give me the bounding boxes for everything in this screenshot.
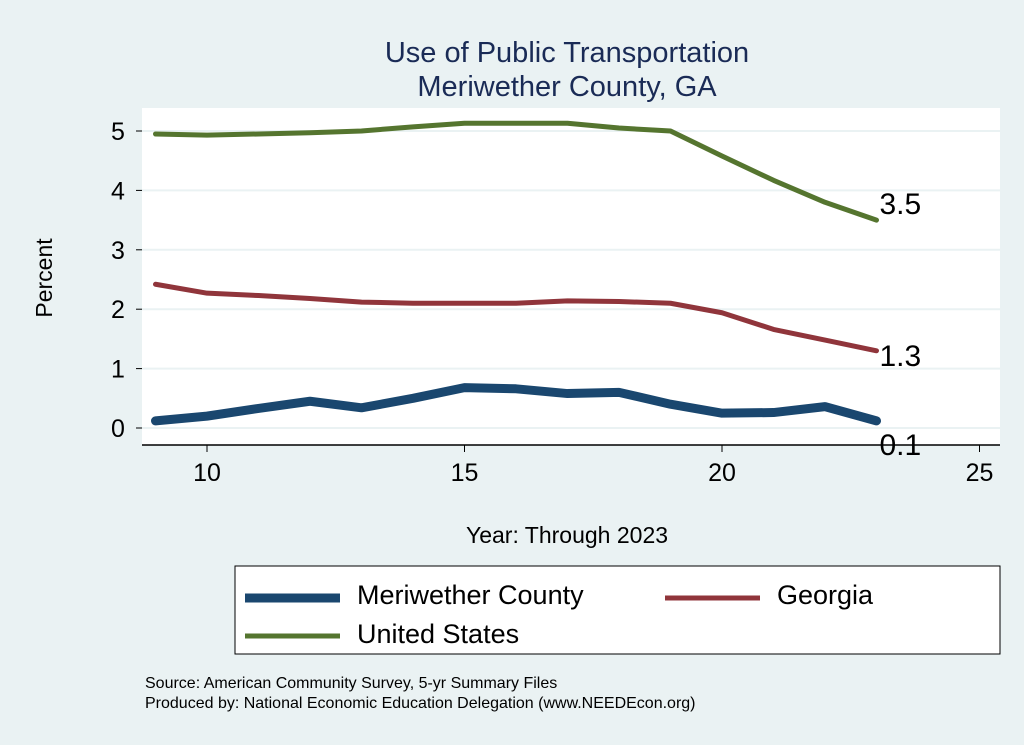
chart-title: Use of Public Transportation [385,37,749,69]
series-line-0 [151,383,881,426]
legend-label: Meriwether County [357,580,584,610]
produced-by-note: Produced by: National Economic Education… [145,695,696,712]
y-axis-label: Percent [31,238,57,318]
legend [234,565,1001,655]
series-line-2 [153,120,879,223]
y-tick-label: 3 [111,237,125,265]
y-tick-label: 4 [111,177,125,205]
y-tick-label: 0 [111,415,125,443]
x-tick-label: 20 [708,459,736,487]
x-tick-label: 15 [451,459,479,487]
legend-label: United States [357,619,519,649]
plot-area [142,108,1000,445]
chart-subtitle: Meriwether County, GA [417,71,717,103]
y-tick-label: 2 [111,296,125,324]
end-label-2: 3.5 [880,188,922,221]
source-note: Source: American Community Survey, 5-yr … [145,675,557,692]
end-label-1: 1.3 [880,340,922,373]
y-tick-label: 1 [111,356,125,384]
y-tick-label: 5 [111,118,125,146]
legend-label: Georgia [777,580,874,610]
series-line-1 [153,281,879,354]
x-tick-label: 25 [966,459,994,487]
x-axis-label: Year: Through 2023 [466,522,668,548]
x-tick-label: 10 [193,459,221,487]
